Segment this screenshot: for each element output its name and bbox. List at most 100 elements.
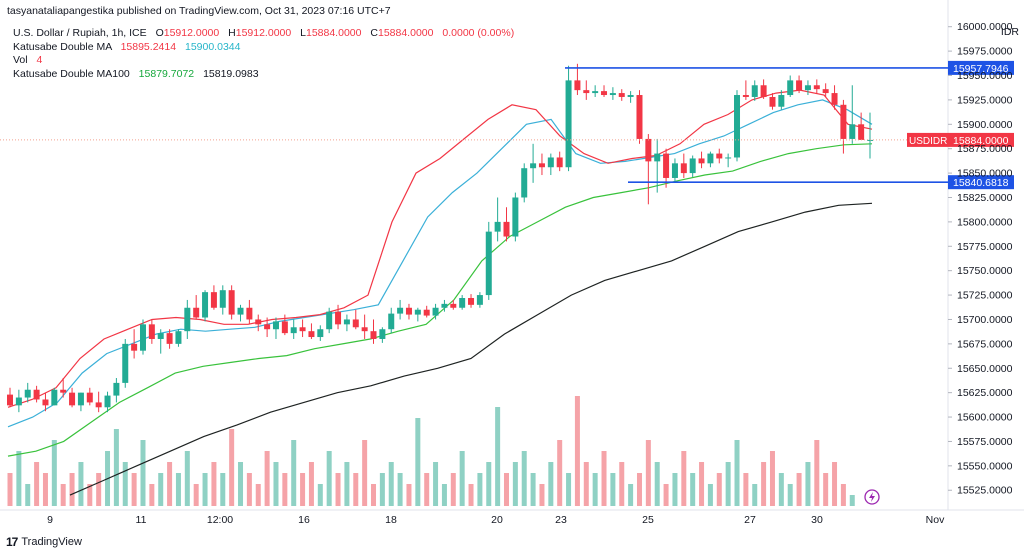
candle-body — [379, 329, 386, 339]
candle-body — [131, 343, 138, 351]
volume-bar — [583, 462, 589, 506]
volume-bar — [379, 473, 385, 506]
candle-body — [742, 95, 749, 97]
candle-body — [485, 231, 492, 296]
volume-bar — [229, 429, 235, 506]
candle-body — [193, 307, 200, 318]
time-tick-label: 16 — [298, 514, 310, 526]
volume-bar — [787, 484, 793, 506]
candle-body — [840, 104, 847, 139]
last-price-tag — [948, 132, 1014, 147]
legend-symbol-row[interactable]: U.S. Dollar / Rupiah, 1h, ICE O15912.000… — [13, 27, 515, 39]
candle-body — [468, 297, 475, 305]
footer-brand[interactable]: 17 TradingView — [6, 535, 82, 549]
price-tick-label: 16000.0000 — [957, 21, 1013, 33]
price-tick-label: 15775.0000 — [957, 241, 1013, 253]
volume-bar — [96, 473, 102, 506]
candle-body — [751, 85, 758, 97]
volume-bar — [814, 440, 820, 506]
time-tick-label: 9 — [47, 514, 53, 526]
currency-label: IDR — [1000, 26, 1019, 38]
candle-body — [804, 85, 811, 91]
candle-body — [343, 319, 350, 325]
level-price-tag — [948, 175, 1014, 190]
price-tick-label: 15875.0000 — [957, 143, 1013, 155]
volume-bar — [734, 440, 740, 506]
volume-bar — [51, 440, 57, 506]
candle-body — [627, 95, 634, 97]
volume-bar — [167, 462, 173, 506]
volume-bar — [291, 440, 297, 506]
candle-body — [77, 392, 84, 406]
candle-body — [680, 163, 687, 174]
volume-bar — [353, 473, 359, 506]
price-tick-label: 15550.0000 — [957, 460, 1013, 472]
volume-bar — [645, 440, 651, 506]
candle-body — [414, 309, 421, 315]
volume-bar — [840, 484, 846, 506]
volume-bar — [574, 396, 580, 506]
candle-body — [822, 89, 829, 94]
legend-ma-row[interactable]: Katusabe Double MA 15895.2414 15900.0344 — [13, 40, 241, 53]
chart-grid — [0, 0, 1024, 511]
volume-bar — [113, 429, 119, 506]
volume-bar — [512, 462, 518, 506]
volume-bar — [530, 473, 536, 506]
candle-body — [530, 163, 537, 169]
replay-icon[interactable] — [864, 489, 880, 505]
symbol-title: U.S. Dollar / Rupiah, 1h, ICE — [13, 27, 147, 39]
volume-bar — [681, 451, 687, 506]
price-tick-label: 15700.0000 — [957, 314, 1013, 326]
volume-bar — [619, 462, 625, 506]
volume-bar — [255, 484, 261, 506]
candle-body — [113, 382, 120, 396]
volume-bar — [282, 473, 288, 506]
volume-bar — [362, 440, 368, 506]
ma-red-line — [7, 89, 873, 408]
volume-bar — [849, 495, 855, 506]
volume-bar — [716, 473, 722, 506]
time-tick-label: 20 — [491, 514, 503, 526]
level-price-tag — [948, 60, 1014, 75]
candle-body — [787, 80, 794, 96]
volume-bar — [273, 462, 279, 506]
volume-bar — [238, 462, 244, 506]
candle-body — [255, 319, 262, 325]
candle-body — [716, 153, 723, 159]
price-tick-label: 15750.0000 — [957, 265, 1013, 277]
volume-bar — [220, 473, 226, 506]
candle-body — [689, 158, 696, 174]
volume-bar — [539, 484, 545, 506]
price-tick-label: 15575.0000 — [957, 436, 1013, 448]
price-axis: 16000.0000 15975.0000 15950.0000 15925.0000… — [948, 21, 1013, 497]
candle-body — [707, 153, 714, 164]
volume-bar — [752, 484, 758, 506]
level-price-label: 15957.7946 — [953, 63, 1009, 75]
price-tick-label: 15975.0000 — [957, 46, 1013, 58]
candle-body — [663, 153, 670, 178]
candle-body — [769, 96, 776, 107]
volume-bar — [87, 484, 93, 506]
candle-body — [654, 153, 661, 162]
volume-bar — [149, 484, 155, 506]
volume-bar — [300, 473, 306, 506]
candle-body — [86, 392, 93, 403]
candle-body — [335, 311, 342, 325]
legend-vol-row[interactable]: Vol 4 — [13, 54, 43, 66]
volume-bar — [690, 473, 696, 506]
volume-bar — [184, 451, 190, 506]
price-tick-label: 15900.0000 — [957, 119, 1013, 131]
candle-body — [219, 290, 226, 308]
candle-body — [609, 93, 616, 96]
legend-ma100-row[interactable]: Katusabe Double MA100 15879.7072 15819.0… — [13, 67, 259, 80]
volume-bar — [761, 462, 767, 506]
candle-body — [521, 168, 528, 198]
candle-body — [272, 321, 279, 330]
volume-bar — [707, 484, 713, 506]
candlesticks — [7, 63, 873, 413]
candle-body — [246, 307, 253, 320]
candle-body — [60, 389, 67, 393]
volume-bar — [441, 484, 447, 506]
candle-body — [778, 95, 785, 107]
